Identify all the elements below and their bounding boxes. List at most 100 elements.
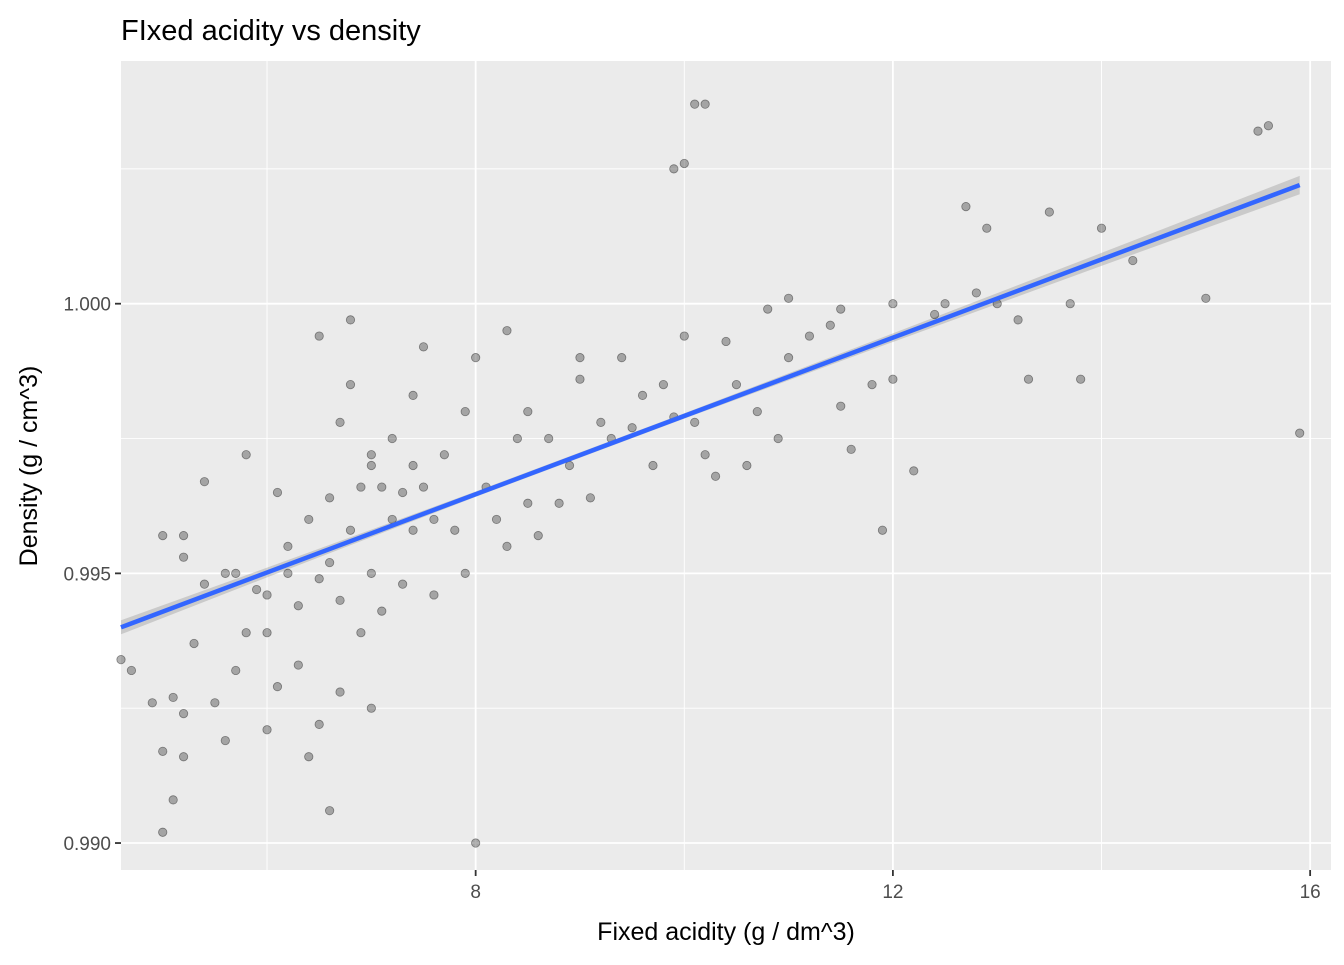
data-point	[220, 735, 230, 746]
data-point	[825, 320, 835, 330]
data-point	[909, 466, 919, 476]
data-point	[763, 304, 773, 314]
data-point	[721, 336, 731, 347]
data-point	[314, 331, 324, 341]
x-tick-label: 12	[882, 882, 903, 903]
data-point	[617, 353, 627, 363]
data-point	[335, 687, 345, 697]
x-tick-label: 8	[470, 882, 481, 903]
data-point	[1065, 299, 1075, 309]
y-tick-label: 1.000	[63, 295, 111, 316]
data-point	[836, 304, 846, 314]
data-point	[147, 698, 157, 708]
data-point	[314, 574, 324, 584]
data-point	[648, 460, 658, 471]
data-point	[679, 331, 689, 341]
data-point	[471, 353, 481, 363]
data-point	[690, 99, 700, 109]
data-point	[325, 557, 335, 568]
data-point	[366, 568, 376, 578]
data-point	[262, 590, 272, 600]
data-point	[491, 514, 502, 525]
data-point	[199, 579, 210, 589]
x-axis: 8 12 16	[470, 870, 1321, 903]
data-point	[752, 406, 762, 417]
data-point	[293, 660, 303, 670]
data-point	[523, 406, 533, 417]
data-point	[502, 326, 512, 336]
data-point	[335, 417, 345, 427]
data-point	[398, 579, 408, 589]
data-point	[502, 541, 512, 552]
data-point	[168, 692, 178, 703]
data-point	[846, 444, 856, 454]
data-point	[523, 498, 533, 508]
plot-panel	[121, 61, 1331, 870]
x-axis-label: Fixed acidity (g / dm^3)	[597, 918, 855, 946]
data-point	[314, 719, 324, 729]
data-point	[1096, 223, 1107, 233]
data-point	[1013, 315, 1023, 325]
data-point	[961, 202, 971, 212]
data-point	[575, 353, 585, 363]
data-point	[293, 601, 303, 611]
data-point	[304, 752, 314, 762]
data-point	[356, 628, 366, 638]
data-point	[742, 460, 752, 471]
data-point	[210, 698, 220, 708]
data-point	[345, 379, 356, 390]
data-point	[710, 471, 721, 481]
y-tick-label: 0.995	[63, 564, 111, 585]
data-point	[1023, 374, 1034, 384]
data-point	[982, 223, 992, 233]
data-point	[345, 315, 356, 325]
major-gridlines	[121, 61, 1331, 870]
x-tick-label: 16	[1300, 882, 1321, 903]
data-point	[700, 99, 710, 109]
data-point	[637, 390, 648, 400]
data-point	[387, 433, 397, 444]
y-axis: 0.990 0.995 1.000	[63, 295, 121, 855]
data-point	[168, 795, 178, 805]
y-axis-label: Density (g / cm^3)	[15, 366, 43, 567]
data-point	[178, 531, 189, 541]
data-point	[439, 450, 449, 460]
data-point	[356, 482, 366, 492]
data-point	[366, 450, 376, 460]
data-point	[199, 477, 210, 487]
data-point	[450, 525, 460, 535]
minor-gridlines	[121, 61, 1331, 870]
data-point	[116, 655, 126, 665]
data-point	[460, 406, 470, 417]
data-point	[252, 584, 262, 595]
trend-line	[120, 182, 1301, 630]
data-point	[669, 164, 679, 174]
data-point	[783, 353, 794, 363]
data-point	[189, 638, 199, 649]
data-point	[554, 498, 564, 508]
data-point	[544, 433, 554, 444]
data-point	[325, 493, 335, 503]
data-point	[158, 531, 168, 541]
data-point	[585, 493, 595, 503]
data-points	[116, 99, 1305, 848]
data-point	[272, 682, 283, 692]
data-point	[231, 665, 241, 676]
data-point	[178, 552, 189, 562]
data-point	[408, 525, 418, 535]
data-point	[700, 450, 710, 460]
data-point	[888, 299, 898, 309]
data-point	[1253, 126, 1263, 136]
data-point	[940, 299, 950, 309]
data-point	[158, 827, 168, 837]
data-point	[335, 595, 345, 605]
data-point	[231, 568, 241, 578]
data-point	[658, 379, 669, 390]
data-point	[158, 746, 168, 756]
data-point	[1201, 293, 1211, 303]
data-point	[783, 293, 794, 303]
data-point	[366, 460, 376, 471]
data-point	[325, 806, 335, 816]
data-point	[283, 568, 293, 578]
